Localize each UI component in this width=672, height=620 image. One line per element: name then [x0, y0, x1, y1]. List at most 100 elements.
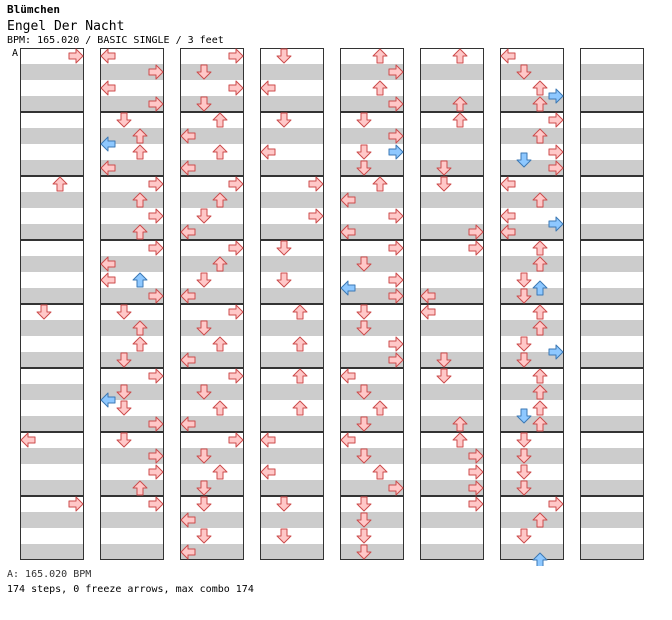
measure-box [420, 496, 484, 560]
step-arrow-down-icon [356, 512, 372, 528]
measure-box [180, 48, 244, 112]
beat-stripe [420, 80, 484, 96]
beat-stripe [180, 96, 244, 112]
beat-stripe [260, 240, 324, 256]
beat-stripe [420, 240, 484, 256]
beat-stripe [260, 176, 324, 192]
measure-box [260, 112, 324, 176]
beat-stripe [260, 112, 324, 128]
measure-box [340, 48, 404, 112]
beat-stripe [260, 80, 324, 96]
beat-stripe [260, 512, 324, 528]
step-arrow-right-icon [468, 224, 484, 240]
beat-stripe [340, 48, 404, 64]
step-arrow-left-icon [260, 432, 276, 448]
chart-column [100, 48, 164, 560]
measure-box [500, 112, 564, 176]
step-arrow-left-icon [340, 368, 356, 384]
measure-box [100, 496, 164, 560]
beat-stripe [260, 208, 324, 224]
beat-stripe [260, 368, 324, 384]
step-arrow-right-icon [148, 64, 164, 80]
beat-stripe [260, 352, 324, 368]
measure-box [500, 304, 564, 368]
beat-stripe [260, 304, 324, 320]
beat-stripe [20, 64, 84, 80]
beat-stripe [180, 480, 244, 496]
step-arrow-down-icon [116, 304, 132, 320]
beat-stripe [580, 368, 644, 384]
beat-stripe [340, 432, 404, 448]
step-arrow-down-icon [196, 448, 212, 464]
step-arrow-right-icon [468, 240, 484, 256]
beat-stripe [260, 464, 324, 480]
bpm-marker-label: A [12, 48, 19, 59]
beat-stripe [260, 384, 324, 400]
beat-stripe [580, 176, 644, 192]
beat-stripe [260, 64, 324, 80]
beat-stripe [180, 512, 244, 528]
beat-stripe [580, 416, 644, 432]
beat-stripe [180, 448, 244, 464]
step-arrow-right-icon [308, 208, 324, 224]
beat-stripe [20, 80, 84, 96]
measure-box [20, 432, 84, 496]
measure-box [580, 176, 644, 240]
step-arrow-down-icon [276, 272, 292, 288]
step-arrow-left-icon [180, 128, 196, 144]
step-arrow-down-icon [116, 352, 132, 368]
step-arrow-left-icon [180, 512, 196, 528]
beat-stripe [340, 320, 404, 336]
beat-stripe [100, 336, 164, 352]
beat-stripe [260, 432, 324, 448]
step-arrow-down-icon [196, 64, 212, 80]
step-arrow-up-icon [532, 128, 548, 144]
step-arrow-left-icon [100, 80, 116, 96]
step-arrow-right-icon [148, 448, 164, 464]
beat-stripe [420, 368, 484, 384]
step-arrow-right-icon [468, 480, 484, 496]
step-arrow-up-icon [292, 304, 308, 320]
step-arrow-up-icon [532, 256, 548, 272]
beat-stripe [340, 176, 404, 192]
beat-stripe [20, 368, 84, 384]
step-arrow-up-icon [212, 192, 228, 208]
beat-stripe [20, 400, 84, 416]
chart-column [420, 48, 484, 560]
step-arrow-down-icon [276, 240, 292, 256]
beat-stripe [420, 416, 484, 432]
step-arrow-right-icon [388, 480, 404, 496]
beat-stripe [20, 144, 84, 160]
beat-stripe [500, 112, 564, 128]
step-arrow-up-icon [132, 336, 148, 352]
step-arrow-up-icon [532, 512, 548, 528]
beat-stripe [100, 128, 164, 144]
step-arrow-left-icon [100, 256, 116, 272]
step-arrow-down-icon [116, 400, 132, 416]
beat-stripe [100, 272, 164, 288]
step-arrow-up-icon [212, 144, 228, 160]
beat-stripe [420, 144, 484, 160]
beat-stripe [340, 336, 404, 352]
step-arrow-left-icon [260, 464, 276, 480]
measure-box [420, 304, 484, 368]
beat-stripe [180, 224, 244, 240]
beat-stripe [420, 272, 484, 288]
step-arrow-right-icon [388, 96, 404, 112]
step-arrow-right-icon [388, 288, 404, 304]
beat-stripe [500, 320, 564, 336]
measure-box [420, 432, 484, 496]
step-arrow-right-icon [148, 96, 164, 112]
beat-stripe [580, 160, 644, 176]
beat-stripe [580, 64, 644, 80]
beat-stripe [20, 224, 84, 240]
beat-stripe [340, 192, 404, 208]
step-arrow-down-icon [516, 408, 532, 424]
measure-box [340, 304, 404, 368]
beat-stripe [500, 208, 564, 224]
beat-stripe [500, 416, 564, 432]
step-arrow-up-icon [532, 80, 548, 96]
measure-box [100, 432, 164, 496]
step-arrow-right-icon [228, 176, 244, 192]
measure-box [100, 48, 164, 112]
